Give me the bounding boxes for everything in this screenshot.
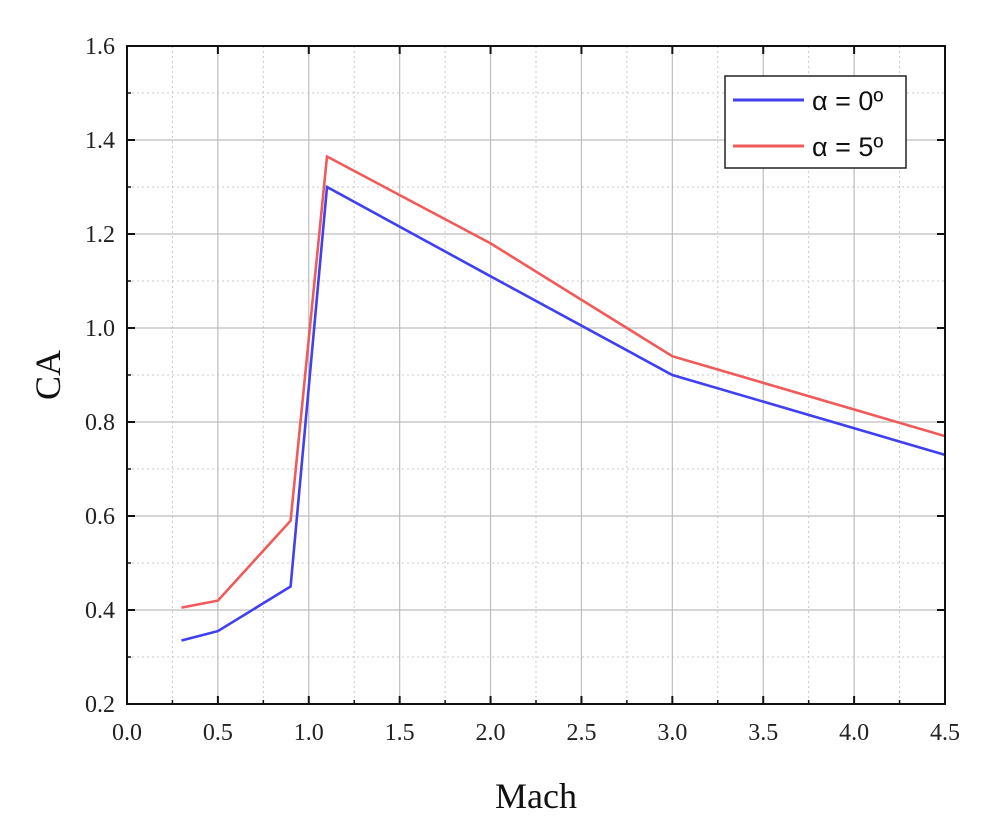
y-tick-label: 1.6 <box>85 34 115 60</box>
series-line-alpha-0 <box>181 184 946 642</box>
x-tick-label: 4.5 <box>930 720 960 746</box>
y-tick-label: 0.8 <box>85 410 115 436</box>
tick-labels: 0.0 0.5 1.0 1.5 2.0 2.5 3.0 3.5 4.0 4.5 0.2 0.4 0.6 0… <box>85 34 960 746</box>
x-tick-label: 2.5 <box>566 720 596 746</box>
x-tick-label: 2.0 <box>476 720 506 746</box>
x-tick-label: 1.5 <box>385 720 415 746</box>
axis-ticks <box>126 45 946 705</box>
y-axis-title: CA <box>28 350 68 400</box>
x-tick-label: 4.0 <box>839 720 869 746</box>
y-tick-label: 1.0 <box>85 316 115 342</box>
x-tick-label: 1.0 <box>294 720 324 746</box>
x-tick-label: 0.0 <box>112 720 142 746</box>
legend-box <box>724 75 907 169</box>
legend-label-alpha-0: α = 0º <box>812 86 883 116</box>
y-tick-label: 1.4 <box>85 128 115 154</box>
y-tick-label: 1.2 <box>85 222 115 248</box>
legend: α = 0º α = 5º <box>724 75 907 169</box>
series-lines <box>181 154 946 642</box>
legend-label-alpha-5: α = 5º <box>812 132 883 162</box>
series-line-alpha-5 <box>181 154 946 609</box>
x-tick-label: 3.0 <box>657 720 687 746</box>
y-tick-label: 0.2 <box>85 692 115 718</box>
x-tick-label: 0.5 <box>203 720 233 746</box>
y-tick-label: 0.6 <box>85 504 115 530</box>
y-tick-label: 0.4 <box>85 598 115 624</box>
x-axis-title: Mach <box>495 776 577 816</box>
x-tick-label: 3.5 <box>748 720 778 746</box>
